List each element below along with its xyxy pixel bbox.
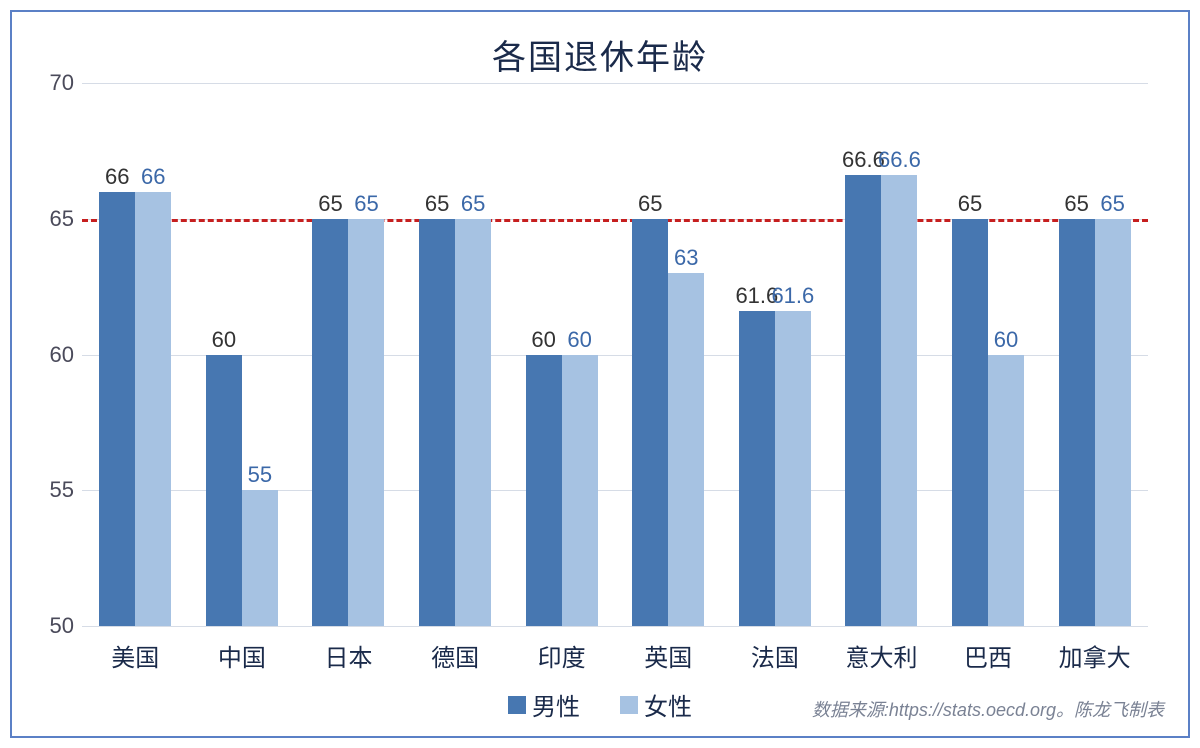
bar-value-label: 60 (994, 327, 1018, 353)
bar-value-label: 65 (318, 191, 342, 217)
data-source: 数据来源:https://stats.oecd.org。陈龙飞制表 (812, 696, 1164, 722)
bar-value-label: 65 (638, 191, 662, 217)
y-tick: 50 (50, 613, 74, 639)
plot-area: 66666055656565656060656361.661.666.666.6… (82, 83, 1148, 626)
bar-group: 6060 (508, 83, 615, 626)
bar-value-label: 65 (1100, 191, 1124, 217)
bar-group: 6666 (82, 83, 189, 626)
bar-group: 6563 (615, 83, 722, 626)
bar-value-label: 60 (531, 327, 555, 353)
legend-item: 女性 (620, 687, 692, 722)
bar-female: 61.6 (775, 311, 811, 626)
y-tick: 70 (50, 70, 74, 96)
bar-male: 66 (99, 192, 135, 626)
bar-male: 65 (952, 219, 988, 626)
bar-container: 66666055656565656060656361.661.666.666.6… (82, 83, 1148, 626)
x-tick: 法国 (722, 626, 829, 681)
x-tick: 加拿大 (1041, 626, 1148, 681)
x-axis: 美国中国日本德国印度英国法国意大利巴西加拿大 (82, 626, 1148, 681)
y-axis: 5055606570 (32, 83, 82, 626)
bar-female: 65 (348, 219, 384, 626)
bar-group: 61.661.6 (722, 83, 829, 626)
x-tick: 意大利 (828, 626, 935, 681)
legend-swatch (620, 696, 638, 714)
bar-female: 63 (668, 273, 704, 626)
bar-male: 65 (1059, 219, 1095, 626)
legend-label: 女性 (644, 687, 692, 722)
chart-frame: 各国退休年龄 5055606570 6666605565656565606065… (10, 10, 1190, 738)
bar-value-label: 65 (1064, 191, 1088, 217)
gridline (82, 626, 1148, 627)
bar-value-label: 66.6 (878, 147, 921, 173)
bar-value-label: 55 (248, 462, 272, 488)
legend-swatch (508, 696, 526, 714)
bar-male: 61.6 (739, 311, 775, 626)
bar-group: 6565 (1041, 83, 1148, 626)
x-tick: 德国 (402, 626, 509, 681)
legend: 男性 女性 (508, 687, 692, 722)
bar-value-label: 65 (958, 191, 982, 217)
y-tick: 65 (50, 206, 74, 232)
bar-value-label: 65 (425, 191, 449, 217)
y-tick: 60 (50, 342, 74, 368)
x-tick: 巴西 (935, 626, 1042, 681)
bar-value-label: 65 (354, 191, 378, 217)
bar-female: 60 (988, 355, 1024, 627)
bar-value-label: 60 (212, 327, 236, 353)
x-tick: 英国 (615, 626, 722, 681)
bar-value-label: 66 (141, 164, 165, 190)
bar-group: 6560 (935, 83, 1042, 626)
x-tick: 美国 (82, 626, 189, 681)
bar-male: 65 (419, 219, 455, 626)
bar-male: 66.6 (845, 175, 881, 626)
bar-male: 65 (312, 219, 348, 626)
bar-male: 60 (206, 355, 242, 627)
bar-group: 6565 (295, 83, 402, 626)
bar-value-label: 60 (567, 327, 591, 353)
bar-value-label: 65 (461, 191, 485, 217)
bar-female: 65 (455, 219, 491, 626)
bar-group: 6055 (189, 83, 296, 626)
bar-female: 66 (135, 192, 171, 626)
bar-value-label: 63 (674, 245, 698, 271)
x-tick: 印度 (508, 626, 615, 681)
bar-male: 65 (632, 219, 668, 626)
x-tick: 日本 (295, 626, 402, 681)
x-tick: 中国 (189, 626, 296, 681)
bar-group: 6565 (402, 83, 509, 626)
bar-male: 60 (526, 355, 562, 627)
legend-label: 男性 (532, 687, 580, 722)
bar-value-label: 61.6 (771, 283, 814, 309)
bar-female: 66.6 (881, 175, 917, 626)
chart-footer: 男性 女性 数据来源:https://stats.oecd.org。陈龙飞制表 (32, 681, 1168, 726)
plot-row: 5055606570 66666055656565656060656361.66… (32, 83, 1168, 626)
legend-item: 男性 (508, 687, 580, 722)
bar-female: 65 (1095, 219, 1131, 626)
y-tick: 55 (50, 477, 74, 503)
bar-female: 55 (242, 490, 278, 626)
bar-group: 66.666.6 (828, 83, 935, 626)
bar-female: 60 (562, 355, 598, 627)
bar-value-label: 66 (105, 164, 129, 190)
chart-title: 各国退休年龄 (32, 30, 1168, 79)
